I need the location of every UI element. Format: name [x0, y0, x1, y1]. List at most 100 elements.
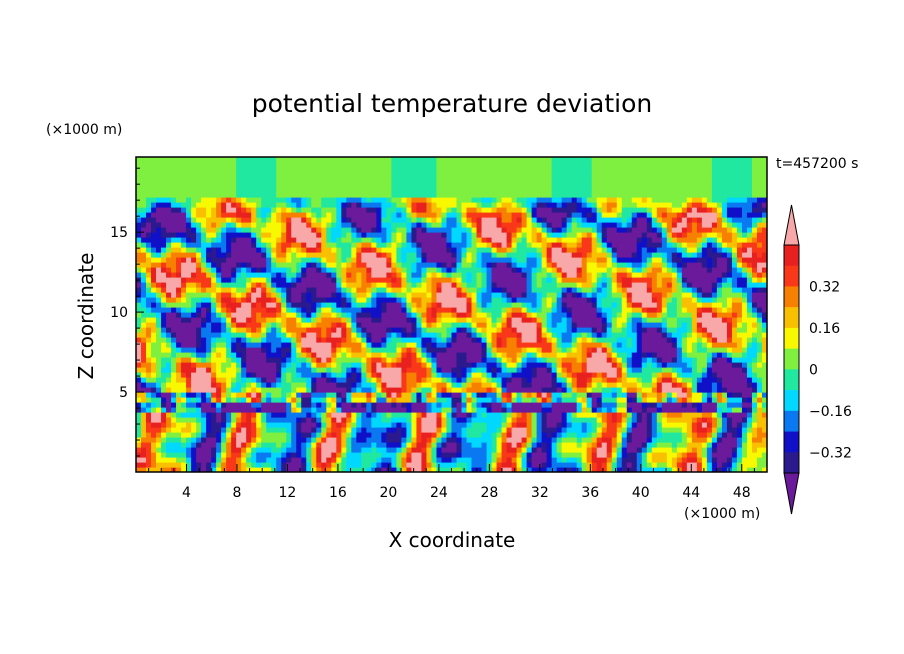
field-cell	[511, 242, 518, 248]
field-cell	[141, 422, 147, 428]
field-cell	[211, 327, 217, 333]
field-cell	[256, 447, 262, 453]
field-cell	[461, 172, 468, 178]
field-cell	[516, 272, 523, 278]
field-cell	[381, 277, 387, 283]
field-cell	[411, 362, 418, 368]
field-cell	[496, 232, 503, 238]
field-cell	[241, 187, 247, 193]
field-cell	[141, 207, 147, 213]
field-cell	[441, 292, 448, 298]
field-cell	[486, 367, 493, 373]
field-cell	[176, 217, 182, 223]
field-cell	[451, 202, 458, 208]
field-cell	[211, 162, 217, 168]
field-cell	[426, 312, 433, 318]
field-cell	[386, 387, 393, 393]
field-cell	[316, 417, 322, 423]
field-cell	[226, 417, 232, 423]
field-cell	[406, 312, 413, 318]
field-cell	[201, 197, 207, 203]
field-cell	[286, 242, 292, 248]
field-cell	[441, 367, 448, 373]
field-cell	[416, 192, 423, 198]
field-cell	[356, 232, 362, 238]
field-cell	[296, 432, 302, 438]
field-cell	[331, 342, 337, 348]
field-cell	[241, 172, 247, 178]
field-cell	[391, 352, 398, 358]
field-cell	[271, 462, 277, 468]
field-cell	[161, 312, 167, 318]
field-cell	[421, 457, 428, 463]
field-cell	[336, 262, 342, 268]
field-cell	[371, 287, 377, 293]
field-cell	[216, 197, 222, 203]
field-cell	[416, 332, 423, 338]
field-cell	[171, 282, 177, 288]
field-cell	[161, 287, 167, 293]
field-cell	[271, 407, 277, 413]
field-cell	[301, 187, 307, 193]
field-cell	[531, 437, 538, 443]
field-cell	[401, 337, 408, 343]
field-cell	[316, 292, 322, 298]
field-cell	[136, 342, 142, 348]
field-cell	[346, 327, 352, 333]
field-cell	[501, 397, 508, 403]
field-cell	[486, 347, 493, 353]
field-cell	[196, 267, 202, 273]
field-cell	[511, 227, 518, 233]
field-cell	[246, 292, 252, 298]
field-cell	[281, 247, 287, 253]
field-cell	[251, 407, 257, 413]
field-cell	[436, 182, 443, 188]
field-cell	[526, 387, 533, 393]
field-cell	[226, 197, 232, 203]
field-cell	[411, 197, 418, 203]
field-cell	[276, 267, 282, 273]
field-cell	[416, 397, 423, 403]
field-cell	[301, 217, 307, 223]
field-cell	[381, 192, 387, 198]
field-cell	[346, 247, 352, 253]
field-cell	[356, 182, 362, 188]
field-cell	[446, 407, 453, 413]
field-cell	[226, 352, 232, 358]
field-cell	[421, 307, 428, 313]
field-cell	[151, 367, 157, 373]
field-cell	[291, 297, 297, 303]
field-cell	[391, 217, 398, 223]
field-cell	[436, 177, 443, 183]
field-cell	[351, 457, 357, 463]
field-cell	[461, 182, 468, 188]
field-cell	[296, 172, 302, 178]
field-cell	[351, 437, 357, 443]
field-cell	[506, 232, 513, 238]
field-cell	[326, 217, 332, 223]
field-cell	[186, 172, 192, 178]
field-cell	[151, 362, 157, 368]
field-cell	[341, 192, 347, 198]
field-cell	[416, 452, 423, 458]
field-cell	[151, 282, 157, 288]
field-cell	[466, 207, 473, 213]
field-cell	[471, 287, 478, 293]
field-cell	[336, 372, 342, 378]
field-cell	[286, 432, 292, 438]
field-cell	[181, 442, 187, 448]
field-cell	[286, 327, 292, 333]
field-cell	[251, 202, 257, 208]
field-cell	[221, 237, 227, 243]
field-cell	[421, 212, 428, 218]
field-cell	[366, 232, 372, 238]
field-cell	[506, 282, 513, 288]
field-cell	[491, 317, 498, 323]
field-cell	[481, 407, 488, 413]
field-cell	[401, 382, 408, 388]
field-cell	[206, 292, 212, 298]
field-cell	[531, 442, 538, 448]
field-cell	[201, 167, 207, 173]
field-cell	[211, 157, 217, 163]
field-cell	[311, 422, 317, 428]
